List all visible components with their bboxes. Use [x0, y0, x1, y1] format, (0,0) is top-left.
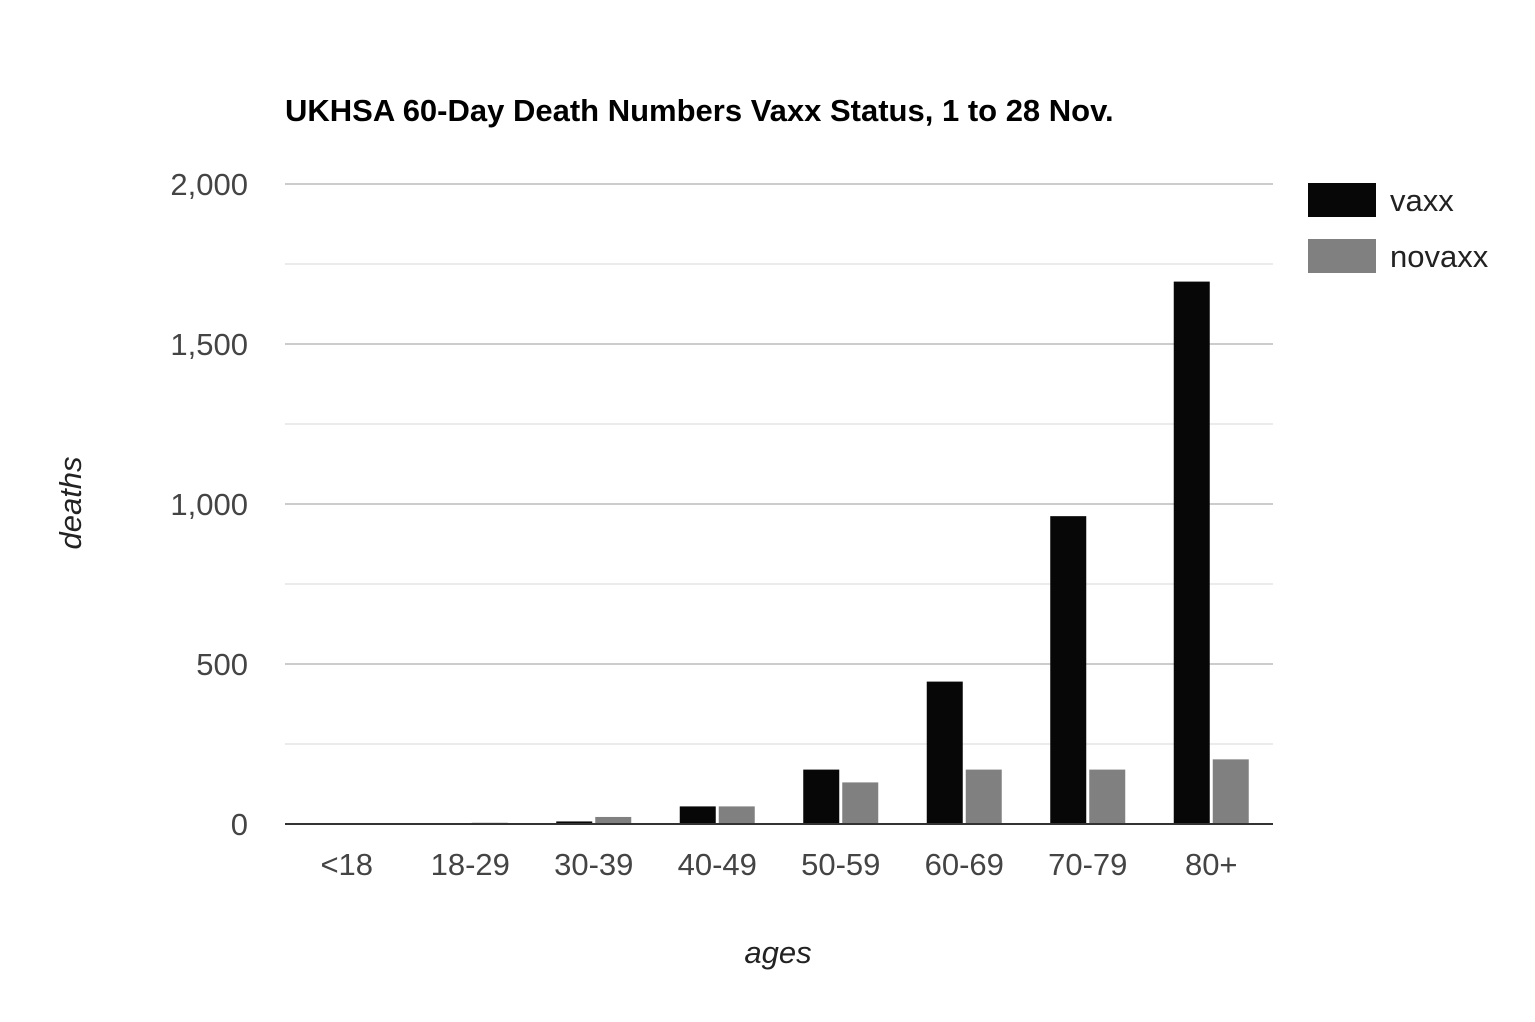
chart-title: UKHSA 60-Day Death Numbers Vaxx Status, … [285, 93, 1114, 128]
y-axis-title: deaths [53, 456, 88, 549]
y-tick-label: 0 [231, 807, 248, 842]
x-tick-label: 50-59 [801, 847, 880, 882]
x-tick-label: <18 [320, 847, 373, 882]
bar-novaxx [718, 806, 755, 824]
x-axis-ticks: <18 18-29 30-39 40-49 50-59 60-69 70-79 80+ [320, 847, 1237, 882]
x-tick-label: 70-79 [1048, 847, 1127, 882]
legend-label-vaxx: vaxx [1390, 183, 1454, 218]
x-tick-label: 60-69 [925, 847, 1004, 882]
legend-label-novaxx: novaxx [1390, 239, 1489, 274]
bar-novaxx [1212, 759, 1249, 824]
bar-vaxx [1050, 516, 1087, 824]
legend: vaxx novaxx [1308, 183, 1489, 274]
x-tick-label: 40-49 [678, 847, 757, 882]
bar-novaxx [595, 816, 632, 824]
y-axis-ticks: 0 500 1,000 1,500 2,000 [170, 167, 248, 842]
y-tick-label: 1,500 [170, 327, 248, 362]
bar-novaxx [842, 782, 879, 824]
gridlines [285, 183, 1273, 745]
bar-vaxx [679, 806, 716, 824]
x-tick-label: 18-29 [431, 847, 510, 882]
bar-vaxx [926, 681, 963, 824]
y-tick-label: 2,000 [170, 167, 248, 202]
bar-novaxx [965, 769, 1002, 824]
bar-vaxx [1173, 281, 1210, 825]
x-axis-title: ages [744, 935, 811, 970]
bar-vaxx [556, 821, 593, 824]
bars [348, 281, 1249, 825]
y-tick-label: 1,000 [170, 487, 248, 522]
legend-swatch-vaxx [1308, 183, 1376, 217]
bar-vaxx [803, 769, 840, 824]
legend-swatch-novaxx [1308, 239, 1376, 273]
x-tick-label: 30-39 [554, 847, 633, 882]
bar-novaxx [1089, 769, 1126, 824]
x-tick-label: 80+ [1185, 847, 1238, 882]
y-tick-label: 500 [196, 647, 248, 682]
